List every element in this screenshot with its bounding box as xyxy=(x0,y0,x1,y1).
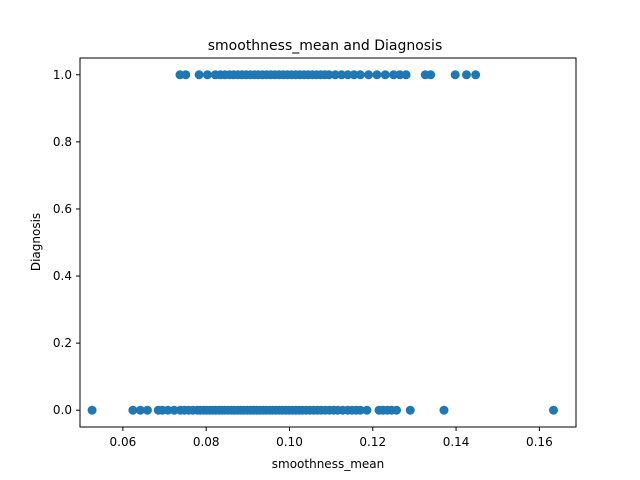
data-point xyxy=(461,70,471,80)
data-point xyxy=(355,70,365,80)
data-point xyxy=(392,405,402,415)
x-tick-label: 0.08 xyxy=(193,435,220,449)
x-tick-label: 0.14 xyxy=(443,435,470,449)
data-point xyxy=(471,70,481,80)
data-point xyxy=(549,405,559,415)
x-axis-label: smoothness_mean xyxy=(272,457,384,471)
data-point xyxy=(349,70,359,80)
data-point xyxy=(405,405,415,415)
ticks-layer: 0.06 0.08 0.10 0.12 0.14 0.16 0.0 0.2 0.4 0.6 0.8 1… xyxy=(53,68,553,449)
data-point xyxy=(87,405,97,415)
data-point xyxy=(362,405,372,415)
points-layer xyxy=(87,70,559,415)
data-point xyxy=(163,405,173,415)
chart-title: smoothness_mean and Diagnosis xyxy=(208,38,443,54)
data-point xyxy=(181,70,191,80)
data-point xyxy=(364,70,374,80)
x-tick-label: 0.06 xyxy=(110,435,137,449)
data-point xyxy=(439,405,449,415)
y-tick-label: 0.4 xyxy=(53,269,72,283)
data-point xyxy=(337,70,347,80)
y-tick-label: 0.6 xyxy=(53,202,72,216)
x-tick-label: 0.12 xyxy=(359,435,386,449)
data-point xyxy=(202,70,212,80)
data-point xyxy=(194,70,204,80)
plot-frame xyxy=(79,57,577,428)
data-point xyxy=(343,70,353,80)
data-point xyxy=(169,405,179,415)
y-tick-label: 0.8 xyxy=(53,135,72,149)
x-tick-label: 0.10 xyxy=(276,435,303,449)
data-point xyxy=(450,70,460,80)
y-axis-label: Diagnosis xyxy=(29,213,43,271)
y-tick-label: 1.0 xyxy=(53,68,72,82)
data-point xyxy=(324,70,334,80)
x-tick-label: 0.16 xyxy=(526,435,553,449)
data-point xyxy=(395,70,405,80)
data-point xyxy=(372,70,382,80)
data-point xyxy=(135,405,145,415)
data-point xyxy=(401,70,411,80)
data-point xyxy=(142,405,152,415)
data-point xyxy=(389,70,399,80)
data-point xyxy=(426,70,436,80)
data-point xyxy=(355,405,365,415)
y-tick-label: 0.2 xyxy=(53,336,72,350)
data-point xyxy=(330,70,340,80)
y-tick-label: 0.0 xyxy=(53,403,72,417)
data-point xyxy=(380,70,390,80)
data-point xyxy=(128,405,138,415)
